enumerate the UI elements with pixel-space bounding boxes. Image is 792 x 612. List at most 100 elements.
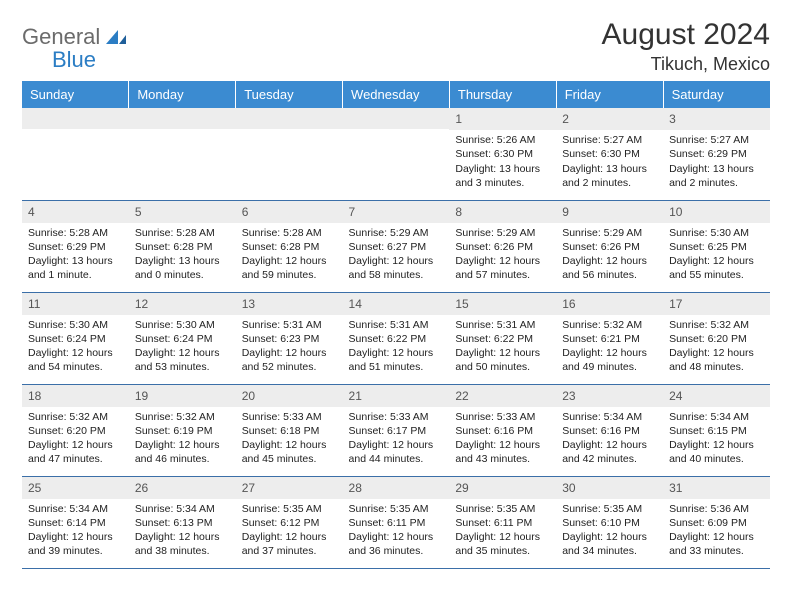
calendar-cell: 30Sunrise: 5:35 AMSunset: 6:10 PMDayligh…: [556, 476, 663, 568]
sunset-text: Sunset: 6:29 PM: [28, 240, 123, 254]
sunrise-text: Sunrise: 5:29 AM: [455, 226, 550, 240]
sunset-text: Sunset: 6:20 PM: [28, 424, 123, 438]
sunrise-text: Sunrise: 5:33 AM: [455, 410, 550, 424]
sunset-text: Sunset: 6:13 PM: [135, 516, 230, 530]
sunset-text: Sunset: 6:25 PM: [669, 240, 764, 254]
day-number: 25: [22, 477, 129, 499]
cell-body: Sunrise: 5:33 AMSunset: 6:16 PMDaylight:…: [449, 407, 556, 471]
day-number: 23: [556, 385, 663, 407]
day-number: 2: [556, 108, 663, 130]
sunrise-text: Sunrise: 5:36 AM: [669, 502, 764, 516]
daylight-text: Daylight: 12 hours and 37 minutes.: [242, 530, 337, 558]
calendar-week: 1Sunrise: 5:26 AMSunset: 6:30 PMDaylight…: [22, 108, 770, 200]
day-number: 14: [343, 293, 450, 315]
cell-body: Sunrise: 5:29 AMSunset: 6:27 PMDaylight:…: [343, 223, 450, 287]
sunset-text: Sunset: 6:17 PM: [349, 424, 444, 438]
day-number: 18: [22, 385, 129, 407]
day-number: 27: [236, 477, 343, 499]
sunset-text: Sunset: 6:28 PM: [135, 240, 230, 254]
sunset-text: Sunset: 6:22 PM: [349, 332, 444, 346]
daylight-text: Daylight: 12 hours and 54 minutes.: [28, 346, 123, 374]
cell-body: Sunrise: 5:35 AMSunset: 6:12 PMDaylight:…: [236, 499, 343, 563]
sunrise-text: Sunrise: 5:34 AM: [28, 502, 123, 516]
calendar-week: 18Sunrise: 5:32 AMSunset: 6:20 PMDayligh…: [22, 384, 770, 476]
cell-body: Sunrise: 5:32 AMSunset: 6:21 PMDaylight:…: [556, 315, 663, 379]
calendar-cell: 12Sunrise: 5:30 AMSunset: 6:24 PMDayligh…: [129, 292, 236, 384]
calendar-cell: 31Sunrise: 5:36 AMSunset: 6:09 PMDayligh…: [663, 476, 770, 568]
day-header: Tuesday: [236, 81, 343, 108]
day-number: 9: [556, 201, 663, 223]
sunrise-text: Sunrise: 5:35 AM: [455, 502, 550, 516]
day-number: [343, 108, 450, 129]
day-number: 29: [449, 477, 556, 499]
daylight-text: Daylight: 12 hours and 35 minutes.: [455, 530, 550, 558]
cell-body: Sunrise: 5:27 AMSunset: 6:30 PMDaylight:…: [556, 130, 663, 194]
sunrise-text: Sunrise: 5:33 AM: [349, 410, 444, 424]
day-header: Saturday: [663, 81, 770, 108]
sunrise-text: Sunrise: 5:28 AM: [242, 226, 337, 240]
calendar-cell: 5Sunrise: 5:28 AMSunset: 6:28 PMDaylight…: [129, 200, 236, 292]
daylight-text: Daylight: 12 hours and 58 minutes.: [349, 254, 444, 282]
daylight-text: Daylight: 12 hours and 56 minutes.: [562, 254, 657, 282]
calendar-cell: 20Sunrise: 5:33 AMSunset: 6:18 PMDayligh…: [236, 384, 343, 476]
cell-body: Sunrise: 5:30 AMSunset: 6:25 PMDaylight:…: [663, 223, 770, 287]
day-number: 24: [663, 385, 770, 407]
day-number: 26: [129, 477, 236, 499]
cell-body: Sunrise: 5:28 AMSunset: 6:28 PMDaylight:…: [129, 223, 236, 287]
day-number: 28: [343, 477, 450, 499]
daylight-text: Daylight: 13 hours and 2 minutes.: [669, 162, 764, 190]
sunrise-text: Sunrise: 5:31 AM: [349, 318, 444, 332]
sunset-text: Sunset: 6:20 PM: [669, 332, 764, 346]
day-number: [22, 108, 129, 129]
calendar-cell: 17Sunrise: 5:32 AMSunset: 6:20 PMDayligh…: [663, 292, 770, 384]
cell-body: Sunrise: 5:33 AMSunset: 6:18 PMDaylight:…: [236, 407, 343, 471]
sunset-text: Sunset: 6:24 PM: [135, 332, 230, 346]
sunrise-text: Sunrise: 5:33 AM: [242, 410, 337, 424]
sunrise-text: Sunrise: 5:34 AM: [135, 502, 230, 516]
cell-body: Sunrise: 5:31 AMSunset: 6:22 PMDaylight:…: [343, 315, 450, 379]
sunrise-text: Sunrise: 5:29 AM: [349, 226, 444, 240]
calendar-cell: 27Sunrise: 5:35 AMSunset: 6:12 PMDayligh…: [236, 476, 343, 568]
calendar-cell: 18Sunrise: 5:32 AMSunset: 6:20 PMDayligh…: [22, 384, 129, 476]
cell-body: Sunrise: 5:32 AMSunset: 6:19 PMDaylight:…: [129, 407, 236, 471]
cell-body: Sunrise: 5:31 AMSunset: 6:23 PMDaylight:…: [236, 315, 343, 379]
sunrise-text: Sunrise: 5:32 AM: [562, 318, 657, 332]
calendar-cell: 19Sunrise: 5:32 AMSunset: 6:19 PMDayligh…: [129, 384, 236, 476]
day-number: 17: [663, 293, 770, 315]
day-number: 30: [556, 477, 663, 499]
daylight-text: Daylight: 13 hours and 2 minutes.: [562, 162, 657, 190]
sunrise-text: Sunrise: 5:35 AM: [562, 502, 657, 516]
calendar-cell: 15Sunrise: 5:31 AMSunset: 6:22 PMDayligh…: [449, 292, 556, 384]
day-number: 3: [663, 108, 770, 130]
calendar-cell: 29Sunrise: 5:35 AMSunset: 6:11 PMDayligh…: [449, 476, 556, 568]
daylight-text: Daylight: 13 hours and 0 minutes.: [135, 254, 230, 282]
sunset-text: Sunset: 6:30 PM: [562, 147, 657, 161]
day-number: 5: [129, 201, 236, 223]
daylight-text: Daylight: 12 hours and 57 minutes.: [455, 254, 550, 282]
calendar-cell: 23Sunrise: 5:34 AMSunset: 6:16 PMDayligh…: [556, 384, 663, 476]
cell-body: Sunrise: 5:33 AMSunset: 6:17 PMDaylight:…: [343, 407, 450, 471]
day-number: 10: [663, 201, 770, 223]
daylight-text: Daylight: 12 hours and 39 minutes.: [28, 530, 123, 558]
day-header: Thursday: [449, 81, 556, 108]
daylight-text: Daylight: 12 hours and 43 minutes.: [455, 438, 550, 466]
day-header-row: SundayMondayTuesdayWednesdayThursdayFrid…: [22, 81, 770, 108]
daylight-text: Daylight: 12 hours and 38 minutes.: [135, 530, 230, 558]
sunrise-text: Sunrise: 5:32 AM: [669, 318, 764, 332]
calendar-cell: 22Sunrise: 5:33 AMSunset: 6:16 PMDayligh…: [449, 384, 556, 476]
calendar-cell: 8Sunrise: 5:29 AMSunset: 6:26 PMDaylight…: [449, 200, 556, 292]
day-number: 21: [343, 385, 450, 407]
sunset-text: Sunset: 6:24 PM: [28, 332, 123, 346]
day-number: 20: [236, 385, 343, 407]
cell-body: Sunrise: 5:32 AMSunset: 6:20 PMDaylight:…: [663, 315, 770, 379]
day-number: 12: [129, 293, 236, 315]
day-number: [236, 108, 343, 129]
day-number: 6: [236, 201, 343, 223]
daylight-text: Daylight: 12 hours and 52 minutes.: [242, 346, 337, 374]
day-number: 19: [129, 385, 236, 407]
cell-body: Sunrise: 5:30 AMSunset: 6:24 PMDaylight:…: [129, 315, 236, 379]
daylight-text: Daylight: 12 hours and 44 minutes.: [349, 438, 444, 466]
calendar-page: General August 2024 Tikuch, Mexico Blue …: [0, 0, 792, 579]
day-number: 1: [449, 108, 556, 130]
sunrise-text: Sunrise: 5:34 AM: [562, 410, 657, 424]
